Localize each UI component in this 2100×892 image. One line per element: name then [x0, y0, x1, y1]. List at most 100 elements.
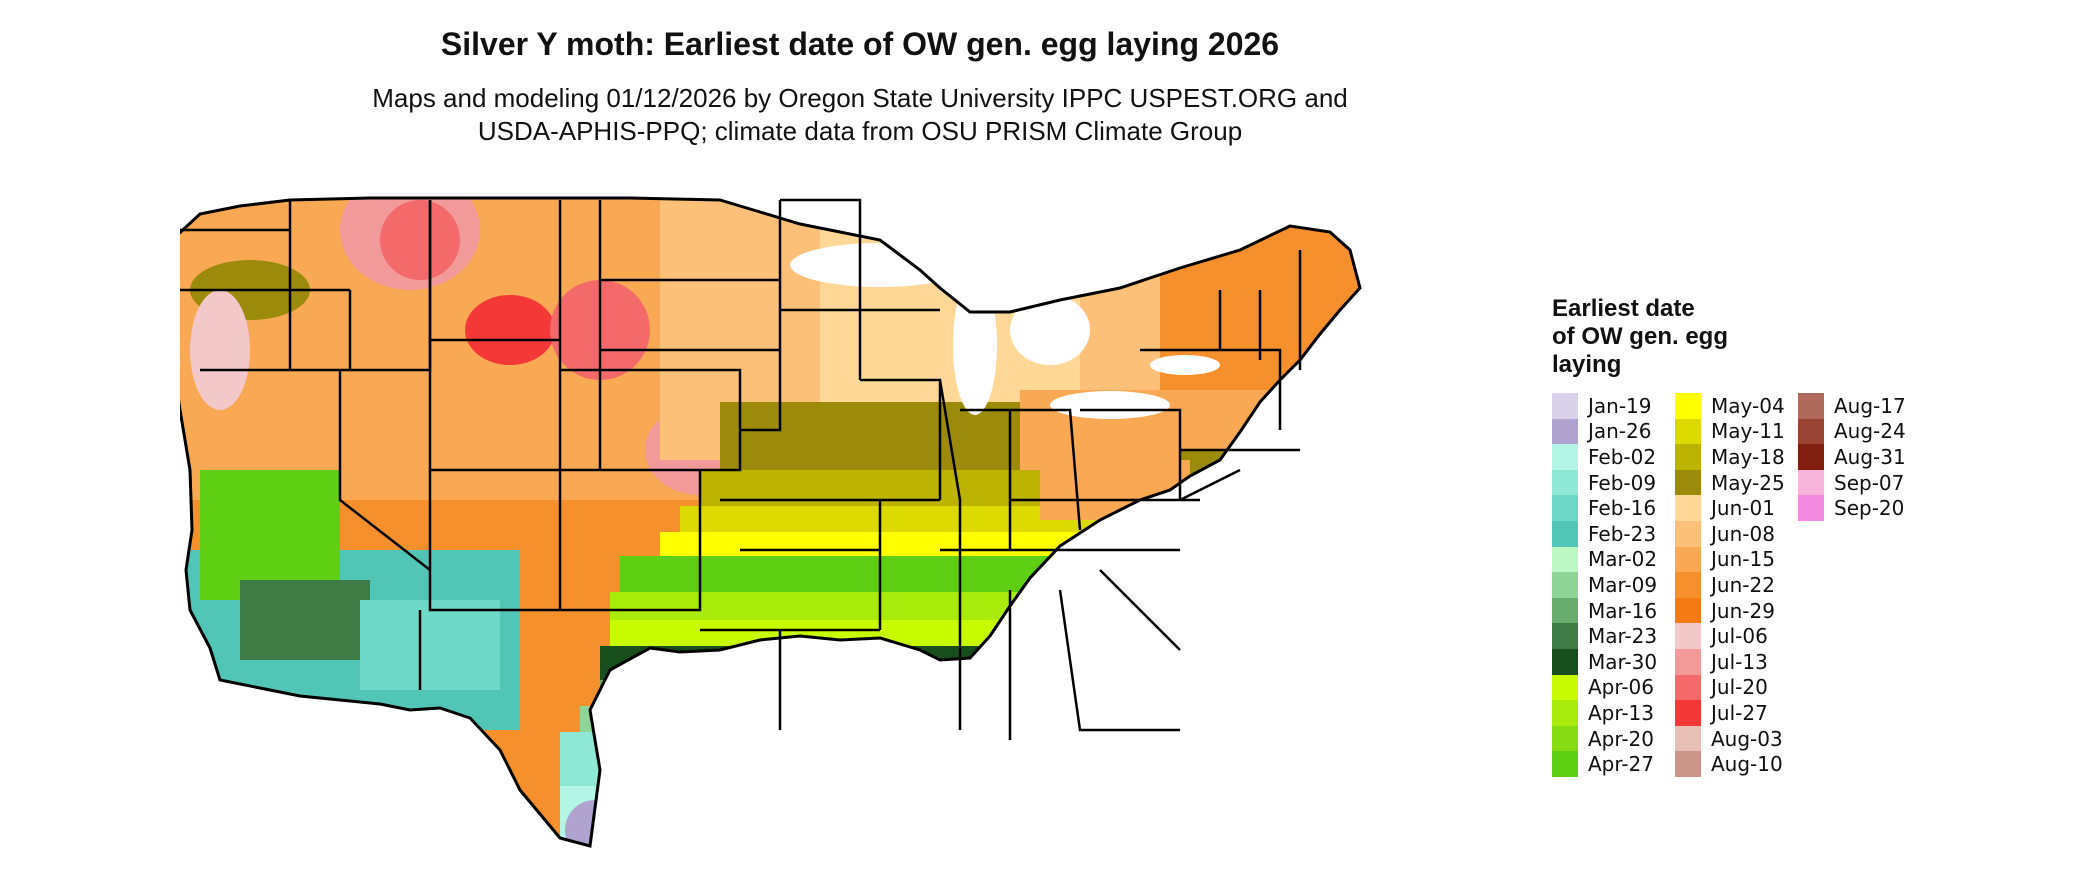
- legend-swatch: [1798, 469, 1824, 496]
- legend-item: Aug-31: [1798, 444, 1921, 470]
- legend-item: Jun-01: [1675, 495, 1798, 521]
- legend-label: Aug-24: [1834, 419, 1906, 444]
- border-northeast: [1140, 250, 1302, 430]
- legend-swatch: [1552, 393, 1578, 419]
- legend-label: Jul-13: [1711, 649, 1768, 674]
- legend-item: Jul-06: [1675, 623, 1798, 649]
- legend-label: Aug-10: [1711, 752, 1783, 777]
- legend-swatch: [1552, 495, 1578, 521]
- legend-swatch: [1675, 469, 1701, 496]
- legend-label: Apr-20: [1588, 726, 1654, 751]
- us-map: [180, 196, 1362, 848]
- legend-columns: Jan-19 Jan-26 Feb-02 Feb-09 Feb-16 Feb-23 Mar-…: [1552, 393, 2072, 777]
- legend-swatch: [1552, 546, 1578, 573]
- legend-swatch: [1675, 674, 1701, 701]
- legend-label: Jun-08: [1711, 521, 1775, 546]
- legend-label: Jan-26: [1588, 419, 1652, 444]
- legend-swatch: [1552, 674, 1578, 701]
- legend-item: May-18: [1675, 444, 1798, 470]
- legend-swatch: [1798, 393, 1824, 419]
- legend-label: Jun-15: [1711, 547, 1775, 572]
- legend-column: Aug-17 Aug-24 Aug-31 Sep-07 Sep-20: [1798, 393, 1921, 777]
- legend-swatch: [1675, 572, 1701, 598]
- fill-apr13: [610, 592, 1360, 622]
- lake-erie: [1050, 391, 1170, 419]
- subtitle-line-1: Maps and modeling 01/12/2026 by Oregon S…: [372, 83, 1348, 113]
- legend-label: Aug-03: [1711, 726, 1783, 751]
- legend-swatch: [1675, 520, 1701, 547]
- fill-mar09: [580, 706, 1300, 736]
- legend-item: May-11: [1675, 418, 1798, 445]
- legend-item: Feb-09: [1552, 469, 1675, 496]
- state-borders: [180, 198, 1302, 740]
- legend-item: Mar-02: [1552, 546, 1675, 573]
- fill-feb09: [560, 732, 1280, 792]
- legend-item: Sep-20: [1798, 495, 1921, 521]
- legend-item: Jun-29: [1675, 597, 1798, 624]
- fill-rockies-jul20: [380, 200, 460, 280]
- legend-label: Jul-06: [1711, 624, 1768, 649]
- legend-label: Mar-23: [1588, 624, 1658, 649]
- map-title: Silver Y moth: Earliest date of OW gen. …: [440, 26, 1280, 62]
- great-lakes: [790, 243, 1220, 419]
- legend-item: Apr-27: [1552, 751, 1675, 777]
- legend-label: May-25: [1711, 470, 1785, 495]
- border-mountain-west: [338, 200, 562, 571]
- legend-swatch: [1552, 597, 1578, 624]
- border-texas: [700, 628, 880, 730]
- legend-swatch: [1675, 444, 1701, 470]
- legend-label: May-11: [1711, 419, 1785, 444]
- fill-south-florida-jan26: [1150, 775, 1230, 846]
- legend-item: Jan-19: [1552, 393, 1675, 419]
- border-central: [740, 198, 962, 630]
- fill-chesapeake-may25: [1180, 450, 1280, 530]
- legend-label: Jun-29: [1711, 598, 1775, 623]
- legend-swatch: [1675, 623, 1701, 649]
- fill-mar30: [600, 646, 1340, 686]
- legend-column: Jan-19 Jan-26 Feb-02 Feb-09 Feb-16 Feb-23 Mar-…: [1552, 393, 1675, 777]
- legend-label: May-04: [1711, 393, 1785, 418]
- fill-tetons-jul27: [465, 295, 555, 365]
- lake-michigan: [953, 275, 997, 415]
- lake-ontario: [1150, 355, 1220, 375]
- legend-item: Apr-20: [1552, 725, 1675, 752]
- legend-label: Feb-23: [1588, 521, 1657, 546]
- legend-item: Jan-26: [1552, 418, 1675, 445]
- legend-item: Apr-06: [1552, 674, 1675, 701]
- border-four-corners: [418, 368, 742, 690]
- legend-swatch: [1675, 546, 1701, 573]
- subtitle-line-2: USDA-APHIS-PPQ; climate data from OSU PR…: [477, 116, 1243, 146]
- legend-label: Jul-20: [1711, 675, 1768, 700]
- legend-swatch: [1552, 444, 1578, 470]
- legend-label: Sep-20: [1834, 496, 1905, 521]
- legend-label: Jun-22: [1711, 572, 1775, 597]
- legend-label: Jan-19: [1588, 393, 1652, 418]
- legend-label: Apr-13: [1588, 700, 1654, 725]
- legend-label: Feb-16: [1588, 496, 1657, 521]
- legend-label: Sep-07: [1834, 470, 1905, 495]
- legend-title: Earliest date of OW gen. egg laying: [1552, 295, 1728, 378]
- legend-label: Mar-09: [1588, 572, 1658, 597]
- fill-feb02: [560, 786, 1280, 846]
- legend-swatch: [1798, 444, 1824, 470]
- legend-label: Aug-17: [1834, 393, 1906, 418]
- legend-label: Jul-27: [1711, 700, 1768, 725]
- legend-swatch: [1552, 648, 1578, 675]
- legend-item: May-04: [1675, 393, 1798, 419]
- legend-swatch: [1798, 495, 1824, 521]
- legend-item: Feb-23: [1552, 520, 1675, 547]
- fill-maine-jun22: [1260, 210, 1360, 370]
- legend-label: Mar-30: [1588, 649, 1658, 674]
- legend-label: Aug-31: [1834, 444, 1906, 469]
- legend-item: May-25: [1675, 469, 1798, 496]
- legend-swatch: [1675, 495, 1701, 521]
- legend-label: Feb-09: [1588, 470, 1657, 495]
- legend-item: Mar-09: [1552, 572, 1675, 598]
- legend-swatch: [1798, 418, 1824, 445]
- legend-swatch: [1675, 597, 1701, 624]
- legend-item: Jul-13: [1675, 648, 1798, 675]
- fill-california-valley-apr27: [200, 470, 340, 600]
- legend-item: Jul-27: [1675, 700, 1798, 726]
- legend-swatch: [1552, 469, 1578, 496]
